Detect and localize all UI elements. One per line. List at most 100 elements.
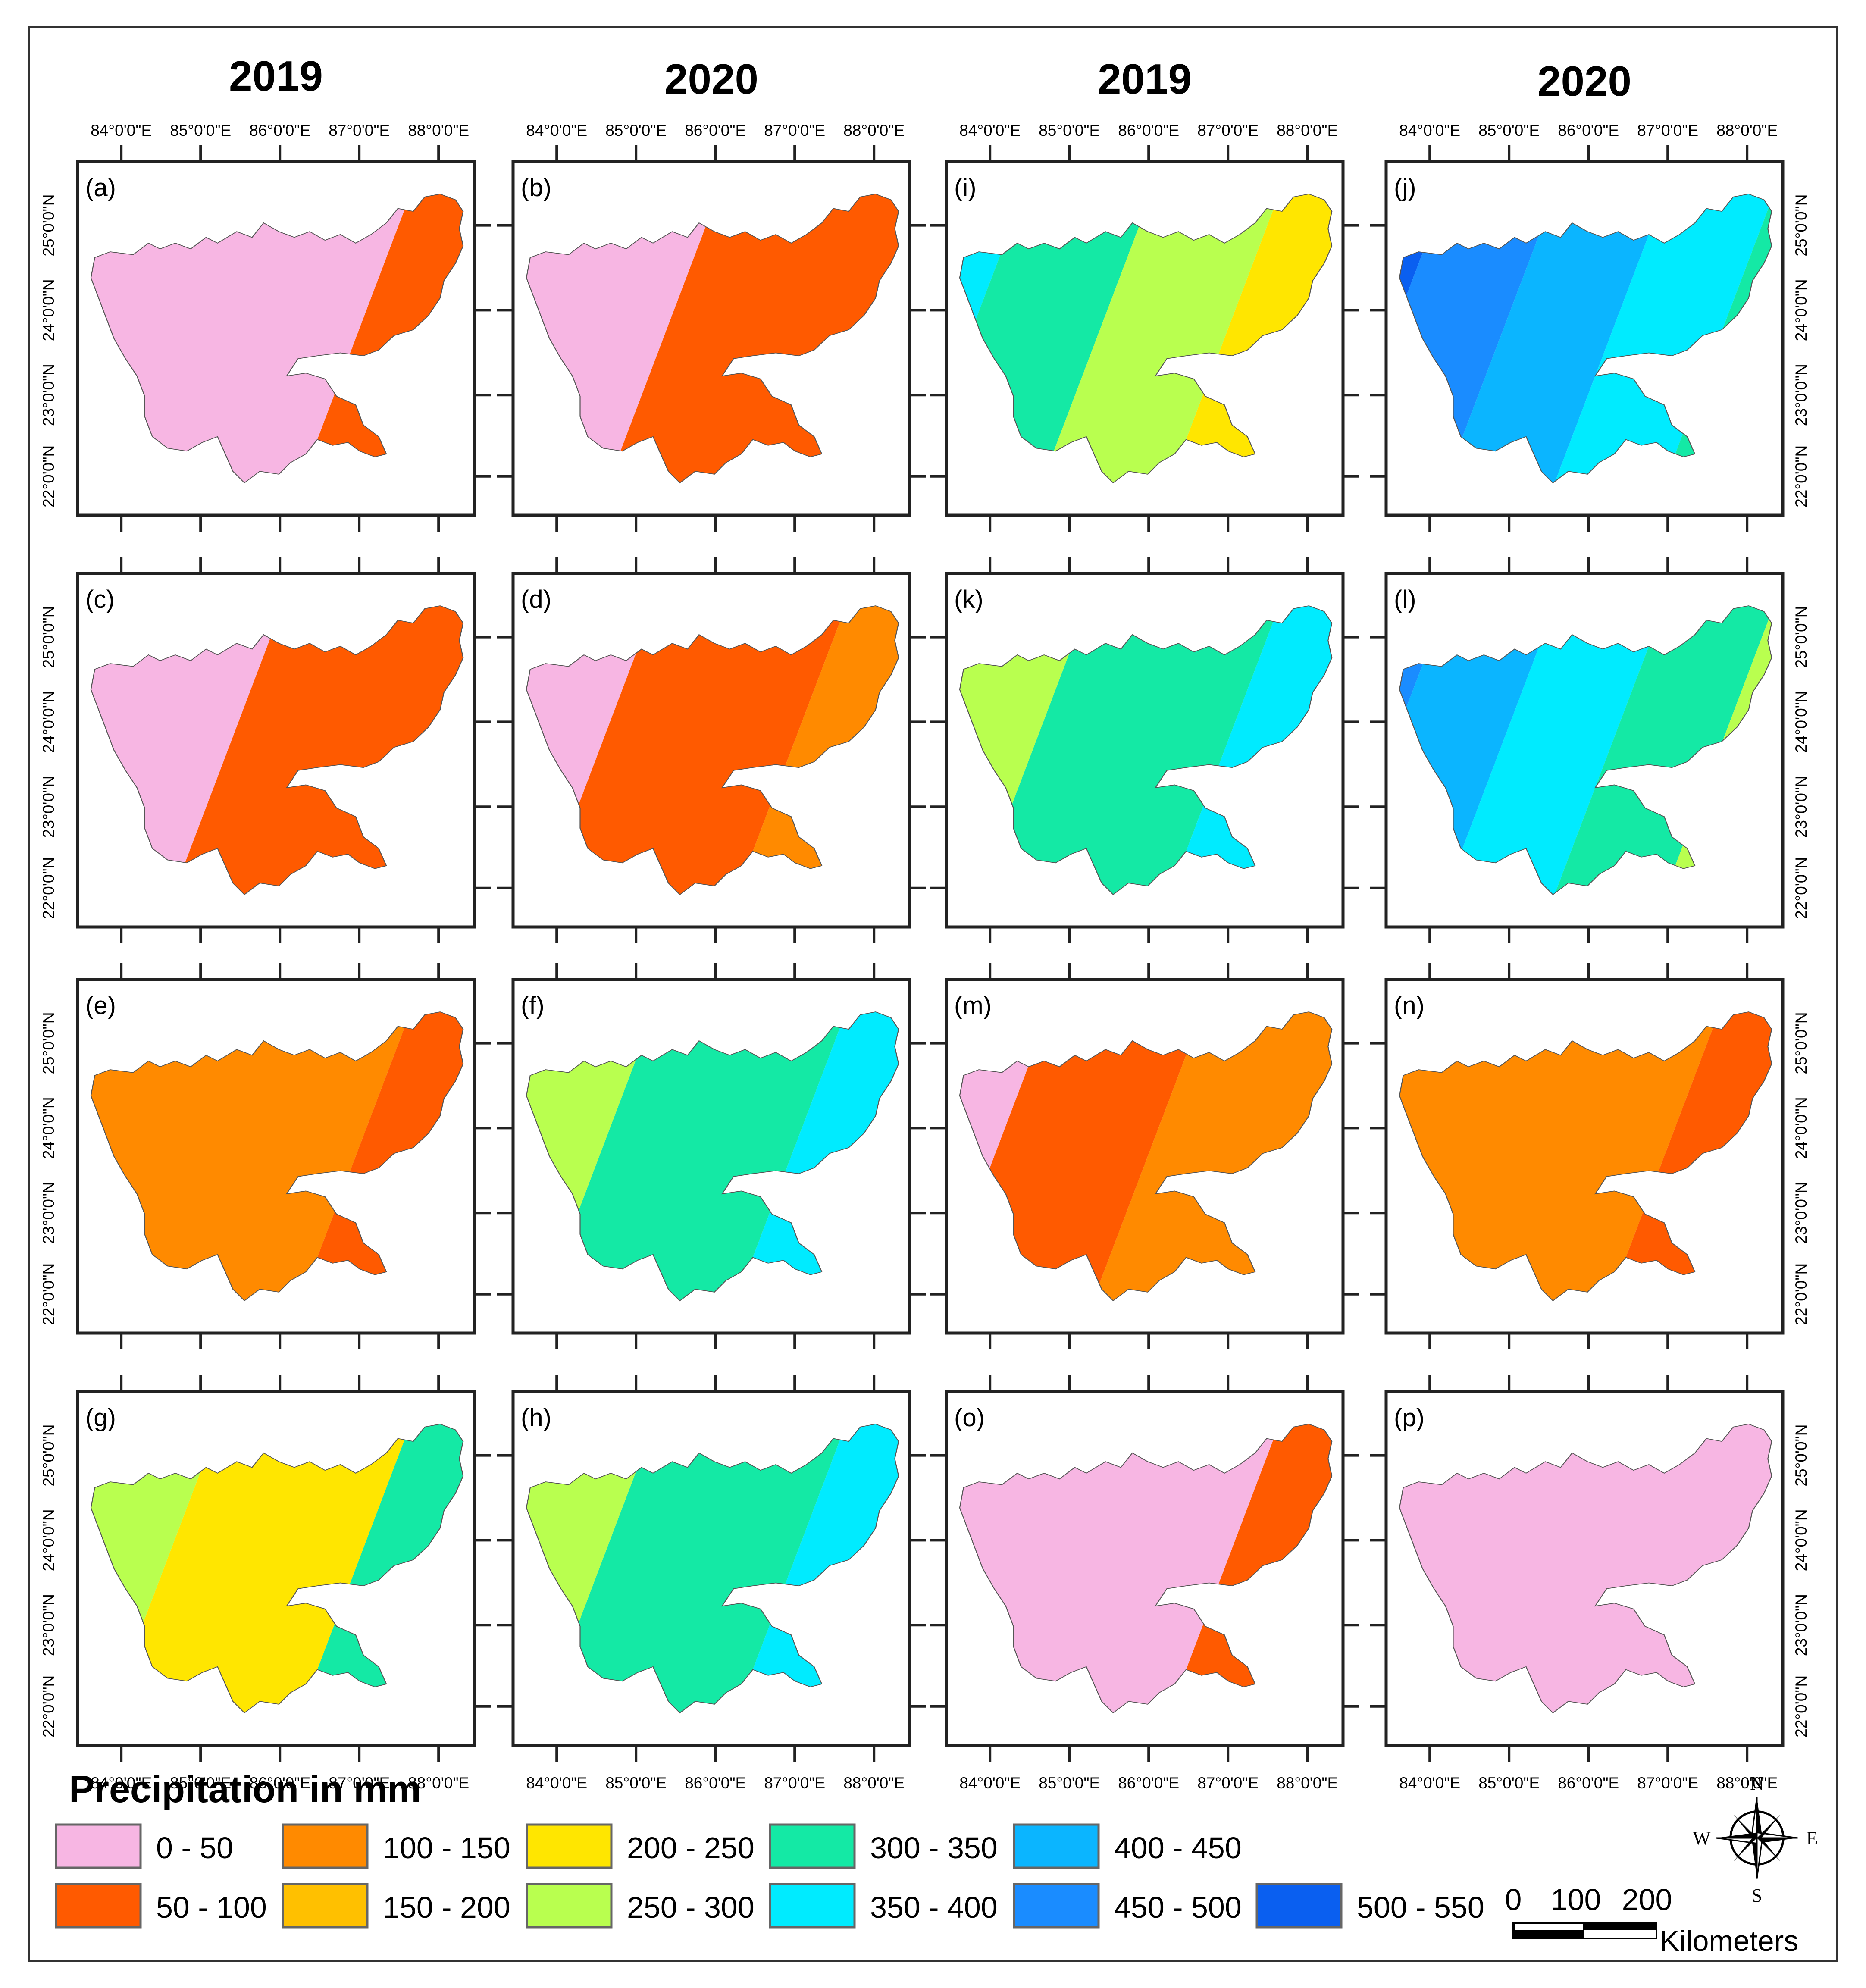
- precip-band: [1532, 606, 1772, 895]
- lat-label: 25°0'0"N: [40, 1012, 57, 1074]
- legend-swatch: [55, 1823, 142, 1869]
- lon-label: 86°0'0"E: [685, 1774, 746, 1792]
- legend-label: 300 - 350: [870, 1831, 998, 1865]
- panel-label: (f): [521, 992, 545, 1020]
- compass-minor-point: [1734, 1838, 1757, 1861]
- panel-label: (l): [1394, 585, 1416, 614]
- compass-minor-point: [1757, 1838, 1780, 1861]
- panel-frame: [945, 978, 1345, 1335]
- lon-label: 85°0'0"E: [605, 1774, 667, 1792]
- precip-band: [1399, 1012, 1741, 1301]
- scale-tick-label: 100: [1551, 1883, 1601, 1916]
- lon-label: 86°0'0"E: [1558, 122, 1619, 139]
- lat-label: 22°0'0"N: [1792, 857, 1810, 919]
- lon-label: 86°0'0"E: [1558, 1774, 1619, 1792]
- column-year-0: 2019: [229, 52, 323, 100]
- lon-label: 88°0'0"E: [408, 1774, 469, 1792]
- lat-label: 22°0'0"N: [1792, 1263, 1810, 1325]
- lon-label: 86°0'0"E: [249, 1774, 310, 1792]
- panel-label: (j): [1394, 174, 1416, 202]
- lon-label: 88°0'0"E: [408, 122, 469, 139]
- lat-label: 22°0'0"N: [1792, 1675, 1810, 1738]
- lon-label: 87°0'0"E: [764, 1774, 825, 1792]
- panel-frame: [945, 1390, 1345, 1747]
- panel-frame: [945, 160, 1345, 517]
- lon-label: 88°0'0"E: [1716, 1774, 1778, 1792]
- panel-label: (e): [85, 992, 116, 1020]
- panel-frame: [76, 572, 476, 929]
- panel-frame: [511, 572, 911, 929]
- compass-w: W: [1693, 1828, 1711, 1849]
- precip-band: [1423, 194, 1686, 483]
- lon-label: 88°0'0"E: [1277, 122, 1338, 139]
- lon-label: 87°0'0"E: [1197, 122, 1259, 139]
- lon-label: 84°0'0"E: [1399, 1774, 1460, 1792]
- compass-s: S: [1752, 1885, 1762, 1906]
- legend-swatch: [526, 1823, 613, 1869]
- lat-label: 25°0'0"N: [1792, 606, 1810, 668]
- compass-n: N: [1750, 1773, 1764, 1794]
- compass-e: E: [1807, 1828, 1818, 1849]
- compass-point: [1716, 1837, 1758, 1844]
- lon-label: 84°0'0"E: [1399, 122, 1460, 139]
- lon-label: 84°0'0"E: [526, 122, 587, 139]
- column-year-2: 2019: [1098, 55, 1192, 103]
- lat-label: 25°0'0"N: [1792, 194, 1810, 257]
- lat-label: 22°0'0"N: [40, 1675, 57, 1738]
- figure-frame: [28, 26, 1838, 1962]
- lon-label: 85°0'0"E: [605, 122, 667, 139]
- panel-frame: [1384, 572, 1785, 929]
- panel-label: (m): [954, 992, 992, 1020]
- lat-label: 23°0'0"N: [40, 1182, 57, 1244]
- legend-swatch: [526, 1883, 613, 1929]
- legend-label: 100 - 150: [383, 1831, 510, 1865]
- scale-bar: 0 100 200 Kilometers: [1505, 1883, 1799, 1957]
- lon-label: 84°0'0"E: [959, 122, 1021, 139]
- lat-label: 24°0'0"N: [40, 279, 57, 341]
- compass-point: [1751, 1838, 1757, 1879]
- panel-label: (h): [521, 1404, 551, 1432]
- lat-label: 23°0'0"N: [1792, 1182, 1810, 1244]
- compass-point: [1757, 1838, 1798, 1844]
- scale-seg-white: [1584, 1930, 1656, 1938]
- lat-label: 22°0'0"N: [40, 445, 57, 507]
- lon-label: 87°0'0"E: [329, 122, 390, 139]
- panel-frame: [76, 978, 476, 1335]
- panel-frame: [511, 1390, 911, 1747]
- legend-label: 150 - 200: [383, 1891, 510, 1924]
- compass-point: [1716, 1832, 1757, 1838]
- lon-label: 86°0'0"E: [1118, 122, 1179, 139]
- panel-frame: [76, 160, 476, 517]
- legend-swatch: [282, 1823, 369, 1869]
- panel-frame: [76, 1390, 476, 1747]
- panel-frame: [511, 160, 911, 517]
- panel-label: (k): [954, 585, 983, 614]
- precip-band: [1862, 548, 1866, 952]
- lat-label: 23°0'0"N: [40, 364, 57, 426]
- lon-label: 87°0'0"E: [1637, 1774, 1698, 1792]
- lon-label: 85°0'0"E: [170, 1774, 231, 1792]
- lat-label: 23°0'0"N: [1792, 364, 1810, 426]
- lon-label: 85°0'0"E: [1039, 1774, 1100, 1792]
- legend-label: 200 - 250: [627, 1831, 755, 1865]
- precip-band: [1423, 606, 1686, 895]
- lat-label: 24°0'0"N: [1792, 279, 1810, 341]
- legend-label: 50 - 100: [156, 1891, 267, 1924]
- precip-band: [959, 1424, 1301, 1713]
- map-panels-grid: (a) 84°0'0"E 85°0'0"E 86°0'0"E 87°0'0"E 88°0'…: [0, 122, 1866, 1792]
- compass-minor-point: [1734, 1815, 1757, 1838]
- north-arrow: N S E W: [1693, 1773, 1818, 1906]
- lat-label: 24°0'0"N: [40, 1509, 57, 1571]
- lat-label: 25°0'0"N: [40, 606, 57, 668]
- lat-label: 23°0'0"N: [40, 776, 57, 838]
- compass-point: [1750, 1797, 1758, 1839]
- legend-swatch: [55, 1883, 142, 1929]
- legend-label: 400 - 450: [1114, 1831, 1242, 1865]
- lon-label: 88°0'0"E: [1277, 1774, 1338, 1792]
- lat-label: 24°0'0"N: [40, 1097, 57, 1159]
- panel-frame: [1384, 978, 1785, 1335]
- lon-label: 85°0'0"E: [1478, 122, 1540, 139]
- panel-frame: [1384, 160, 1785, 517]
- column-year-headers: 2019 2020 2019 2020: [229, 52, 1631, 105]
- panel-label: (i): [954, 174, 977, 202]
